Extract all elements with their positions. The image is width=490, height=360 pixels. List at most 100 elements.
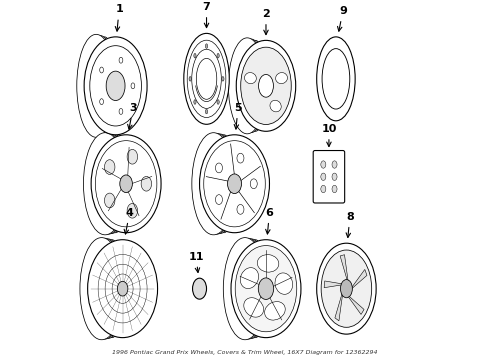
Ellipse shape [77, 34, 116, 137]
Ellipse shape [223, 238, 267, 340]
Ellipse shape [245, 240, 267, 338]
Ellipse shape [192, 133, 235, 235]
Text: 8: 8 [346, 212, 354, 238]
Ellipse shape [119, 57, 123, 63]
Ellipse shape [244, 298, 264, 317]
Ellipse shape [322, 49, 350, 109]
Ellipse shape [275, 273, 293, 294]
Ellipse shape [104, 193, 115, 208]
Ellipse shape [332, 185, 337, 193]
Ellipse shape [199, 135, 270, 233]
Ellipse shape [205, 109, 208, 114]
Ellipse shape [258, 278, 274, 300]
Ellipse shape [90, 46, 142, 126]
Ellipse shape [332, 161, 337, 168]
Ellipse shape [99, 67, 103, 73]
Ellipse shape [237, 153, 244, 163]
Ellipse shape [83, 133, 127, 235]
Polygon shape [340, 255, 348, 281]
Ellipse shape [192, 49, 221, 108]
Ellipse shape [265, 302, 285, 320]
Ellipse shape [241, 47, 291, 125]
Ellipse shape [120, 175, 132, 193]
Ellipse shape [237, 204, 244, 214]
Ellipse shape [127, 203, 138, 218]
Ellipse shape [94, 239, 123, 338]
Ellipse shape [193, 278, 206, 299]
Ellipse shape [216, 163, 222, 173]
Ellipse shape [80, 238, 123, 340]
Ellipse shape [101, 240, 123, 338]
Ellipse shape [106, 71, 125, 100]
Ellipse shape [104, 135, 127, 233]
Ellipse shape [99, 99, 103, 105]
Ellipse shape [228, 38, 266, 134]
Ellipse shape [237, 39, 266, 132]
Text: 7: 7 [203, 2, 210, 28]
Text: 2: 2 [262, 9, 270, 35]
Ellipse shape [91, 135, 161, 233]
Ellipse shape [196, 58, 217, 99]
Ellipse shape [199, 134, 235, 234]
Polygon shape [348, 296, 364, 314]
Ellipse shape [206, 134, 235, 233]
Ellipse shape [245, 73, 256, 84]
Ellipse shape [205, 44, 208, 48]
Ellipse shape [332, 173, 337, 180]
Ellipse shape [341, 280, 352, 298]
Ellipse shape [119, 108, 123, 114]
Text: 6: 6 [266, 208, 273, 234]
Ellipse shape [194, 53, 196, 58]
Polygon shape [335, 293, 343, 321]
Ellipse shape [187, 40, 226, 117]
Ellipse shape [94, 37, 116, 135]
Ellipse shape [231, 240, 301, 338]
Ellipse shape [104, 160, 115, 174]
Ellipse shape [222, 77, 224, 81]
Ellipse shape [91, 134, 127, 234]
Ellipse shape [189, 77, 191, 81]
Ellipse shape [217, 53, 219, 58]
Ellipse shape [276, 73, 288, 84]
Ellipse shape [236, 40, 295, 131]
Text: 3: 3 [127, 103, 137, 129]
Ellipse shape [235, 246, 297, 332]
Ellipse shape [184, 33, 229, 124]
Ellipse shape [98, 134, 127, 233]
Ellipse shape [141, 176, 151, 191]
Polygon shape [352, 269, 367, 289]
Text: 4: 4 [124, 208, 134, 234]
Text: 9: 9 [338, 6, 347, 31]
Ellipse shape [321, 161, 326, 168]
Ellipse shape [131, 83, 135, 89]
Ellipse shape [321, 250, 372, 327]
Text: 10: 10 [321, 124, 337, 147]
Text: 1: 1 [115, 4, 123, 31]
FancyBboxPatch shape [313, 150, 344, 203]
Ellipse shape [194, 100, 196, 104]
Ellipse shape [88, 240, 158, 338]
Ellipse shape [317, 37, 355, 121]
Ellipse shape [321, 185, 326, 193]
Ellipse shape [317, 243, 376, 334]
Ellipse shape [230, 238, 267, 339]
Ellipse shape [250, 179, 257, 189]
Ellipse shape [227, 174, 242, 194]
Ellipse shape [270, 100, 281, 112]
Text: 5: 5 [234, 103, 242, 129]
Ellipse shape [85, 36, 116, 136]
Ellipse shape [257, 255, 279, 272]
Ellipse shape [204, 141, 265, 227]
Ellipse shape [237, 239, 267, 338]
Ellipse shape [96, 141, 157, 227]
Ellipse shape [216, 195, 222, 204]
Text: 1996 Pontiac Grand Prix Wheels, Covers & Trim Wheel, 16X7 Diagram for 12362294: 1996 Pontiac Grand Prix Wheels, Covers &… [112, 350, 378, 355]
Ellipse shape [321, 173, 326, 180]
Ellipse shape [217, 100, 219, 104]
Ellipse shape [84, 37, 147, 135]
Ellipse shape [259, 75, 273, 97]
Ellipse shape [127, 149, 138, 164]
Polygon shape [324, 281, 342, 288]
Text: 11: 11 [188, 252, 204, 273]
Ellipse shape [240, 267, 259, 289]
